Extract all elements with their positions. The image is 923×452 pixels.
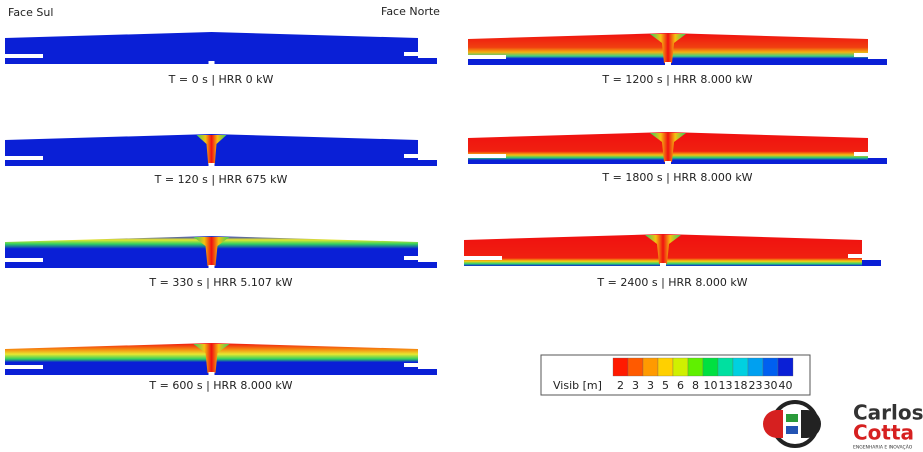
- panel-extension: [868, 158, 887, 164]
- panel-extension: [868, 59, 887, 65]
- logo-part: [763, 410, 783, 438]
- panel-extension: [418, 58, 437, 64]
- colorbar-cell: [642, 357, 659, 377]
- colorbar-tick: 13: [719, 379, 733, 392]
- panel-extension: [418, 160, 437, 166]
- colorbar-tick: 23: [749, 379, 763, 392]
- colorbar-cell: [717, 357, 734, 377]
- panel-extension: [418, 262, 437, 268]
- opening: [404, 52, 418, 56]
- fire-source: [208, 61, 215, 64]
- logo-surname: Cotta: [853, 421, 914, 445]
- panel: [468, 132, 887, 164]
- panel-caption: T = 1800 s | HRR 8.000 kW: [601, 171, 752, 184]
- smoke-plume: [193, 344, 230, 373]
- colorbar-tick: 40: [779, 379, 793, 392]
- opening: [404, 256, 418, 260]
- fire-source: [208, 372, 215, 375]
- panel-caption: T = 600 s | HRR 8.000 kW: [148, 379, 292, 392]
- face-label: Face Norte: [381, 5, 440, 18]
- logo-part: [801, 410, 821, 438]
- smoke-plume: [645, 235, 681, 264]
- panel: [5, 32, 437, 64]
- colorbar-tick: 3: [632, 379, 639, 392]
- panel-caption: T = 120 s | HRR 675 kW: [154, 173, 288, 186]
- colorbar-tick: 30: [764, 379, 778, 392]
- colorbar-tick: 3: [647, 379, 654, 392]
- smoke-plume: [196, 135, 227, 164]
- panel-extension: [862, 260, 881, 266]
- opening: [468, 55, 506, 59]
- panel-extension: [418, 369, 437, 375]
- fire-source: [208, 163, 215, 166]
- opening: [468, 154, 506, 158]
- smoke-plume: [193, 237, 230, 266]
- opening: [404, 154, 418, 158]
- face-label: Face Sul: [8, 6, 53, 19]
- panel-caption: T = 1200 s | HRR 8.000 kW: [601, 73, 752, 86]
- colorbar-cell: [687, 357, 704, 377]
- colorbar-cell: [612, 357, 629, 377]
- fire-source: [660, 263, 666, 266]
- panel-caption: T = 2400 s | HRR 8.000 kW: [596, 276, 747, 289]
- colorbar-cell: [777, 357, 794, 377]
- colorbar-cell: [627, 357, 644, 377]
- opening: [404, 363, 418, 367]
- panel-caption: T = 0 s | HRR 0 kW: [168, 73, 274, 86]
- colorbar-cell: [747, 357, 764, 377]
- fire-source: [665, 161, 671, 164]
- colorbar-cell: [702, 357, 719, 377]
- colorbar-cell: [657, 357, 674, 377]
- colorbar: 2 3 3 5 6 8 10 13 18 23 30 40: [612, 357, 794, 392]
- panel: [464, 234, 881, 266]
- panel: [5, 236, 437, 268]
- colorbar-cell: [672, 357, 689, 377]
- smoke-plume: [650, 133, 686, 162]
- logo-part: [786, 426, 798, 434]
- opening: [464, 256, 502, 260]
- opening: [854, 53, 868, 57]
- colorbar-label: Visib [m]: [553, 379, 602, 392]
- opening: [848, 254, 862, 258]
- colorbar-tick: 18: [734, 379, 748, 392]
- panels: T = 0 s | HRR 0 kW T = 120 s | HRR 675 kW…: [5, 32, 887, 392]
- logo-name: Carlos: [853, 401, 923, 425]
- panel-section: [5, 32, 418, 64]
- panel: [5, 134, 437, 166]
- opening: [854, 152, 868, 156]
- opening: [5, 365, 43, 369]
- colorbar-tick: 2: [617, 379, 624, 392]
- colorbar-cell: [732, 357, 749, 377]
- logo-icon: [763, 400, 821, 448]
- fire-source: [665, 62, 671, 65]
- colorbar-tick: 8: [692, 379, 699, 392]
- panel: [468, 33, 887, 65]
- opening: [5, 156, 43, 160]
- colorbar-tick: 10: [704, 379, 718, 392]
- panel-caption: T = 330 s | HRR 5.107 kW: [148, 276, 292, 289]
- smoke-plume: [650, 34, 686, 63]
- colorbar-cell: [762, 357, 779, 377]
- colorbar-tick: 5: [662, 379, 669, 392]
- opening: [5, 54, 43, 58]
- colorbar-tick: 6: [677, 379, 684, 392]
- panel: [5, 343, 437, 375]
- logo-tagline: ENGENHARIA E INOVAÇÃO: [853, 444, 913, 451]
- fire-source: [208, 265, 215, 268]
- opening: [5, 258, 43, 262]
- logo-part: [786, 414, 798, 422]
